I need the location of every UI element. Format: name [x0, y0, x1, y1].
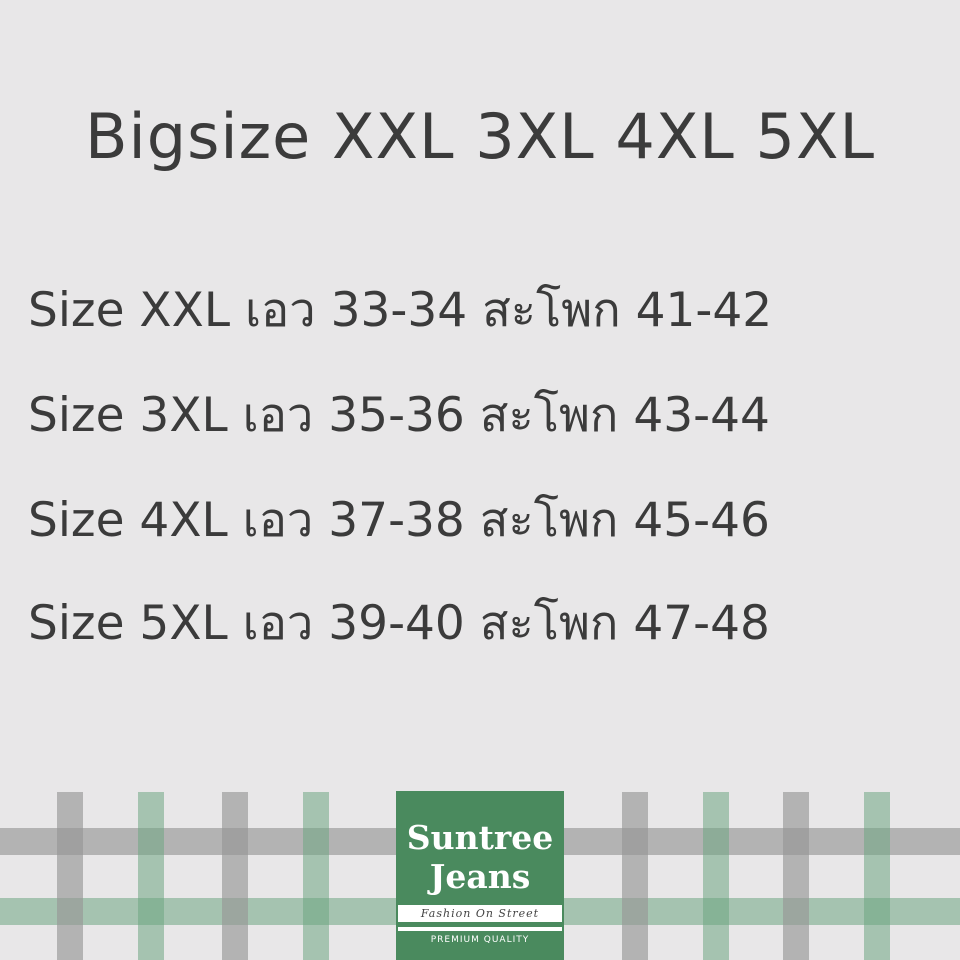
plaid-bar [783, 792, 809, 960]
logo-stripe [398, 927, 562, 931]
logo-line2: Jeans [429, 857, 531, 896]
plaid-bar [864, 792, 890, 960]
logo-tagline: Fashion On Street [398, 905, 562, 922]
plaid-bar [222, 792, 248, 960]
plaid-bar [138, 792, 164, 960]
plaid-bar [303, 792, 329, 960]
size-row-4xl: Size 4XL เอว 37-38 สะโพก 45-46 [28, 493, 770, 548]
plaid-bar [622, 792, 648, 960]
logo-line1: Suntree [406, 818, 554, 857]
size-row-5xl: Size 5XL เอว 39-40 สะโพก 47-48 [28, 596, 770, 651]
brand-logo: Suntree Jeans Fashion On Street PREMIUM … [396, 791, 564, 960]
logo-quality: PREMIUM QUALITY [430, 935, 530, 945]
size-row-xxl: Size XXL เอว 33-34 สะโพก 41-42 [28, 283, 773, 338]
page-title: Bigsize XXL 3XL 4XL 5XL [84, 100, 876, 173]
size-row-3xl: Size 3XL เอว 35-36 สะโพก 43-44 [28, 388, 770, 443]
plaid-bar [703, 792, 729, 960]
plaid-bar [57, 792, 83, 960]
